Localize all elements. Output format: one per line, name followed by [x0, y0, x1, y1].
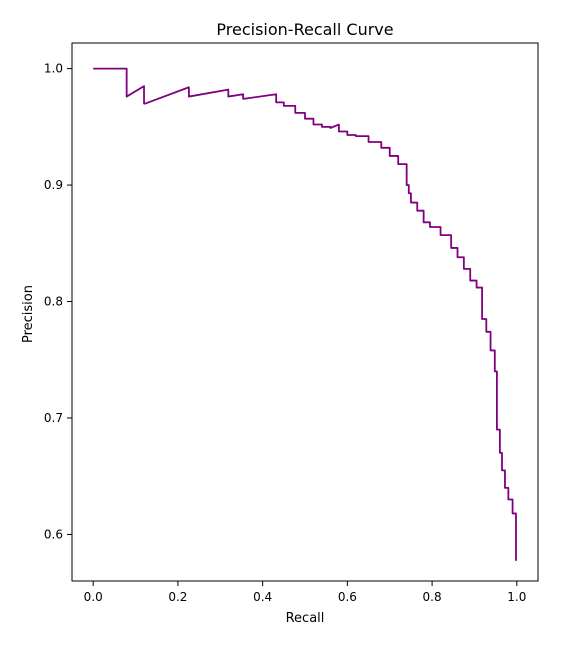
x-tick-label: 0.4: [253, 590, 272, 604]
plot-area: [93, 69, 517, 560]
x-tick-label: 0.6: [338, 590, 357, 604]
y-tick-label: 0.6: [44, 527, 63, 541]
y-tick-label: 0.8: [44, 295, 63, 309]
x-tick-label: 0.2: [168, 590, 187, 604]
y-axis-ticks: 0.6 0.7 0.8 0.9 1.0: [44, 62, 72, 542]
plot-frame: [72, 43, 538, 581]
x-tick-label: 0.8: [423, 590, 442, 604]
x-tick-label: 0.0: [84, 590, 103, 604]
chart-title: Precision-Recall Curve: [216, 20, 393, 39]
y-axis-label: Precision: [21, 285, 36, 343]
x-tick-label: 1.0: [507, 590, 526, 604]
x-axis-label: Recall: [286, 611, 325, 626]
pr-curve-line: [93, 69, 517, 560]
y-tick-label: 0.7: [44, 411, 63, 425]
x-axis-ticks: 0.0 0.2 0.4 0.6 0.8 1.0: [84, 581, 527, 604]
y-tick-label: 0.9: [44, 178, 63, 192]
y-tick-label: 1.0: [44, 62, 63, 76]
